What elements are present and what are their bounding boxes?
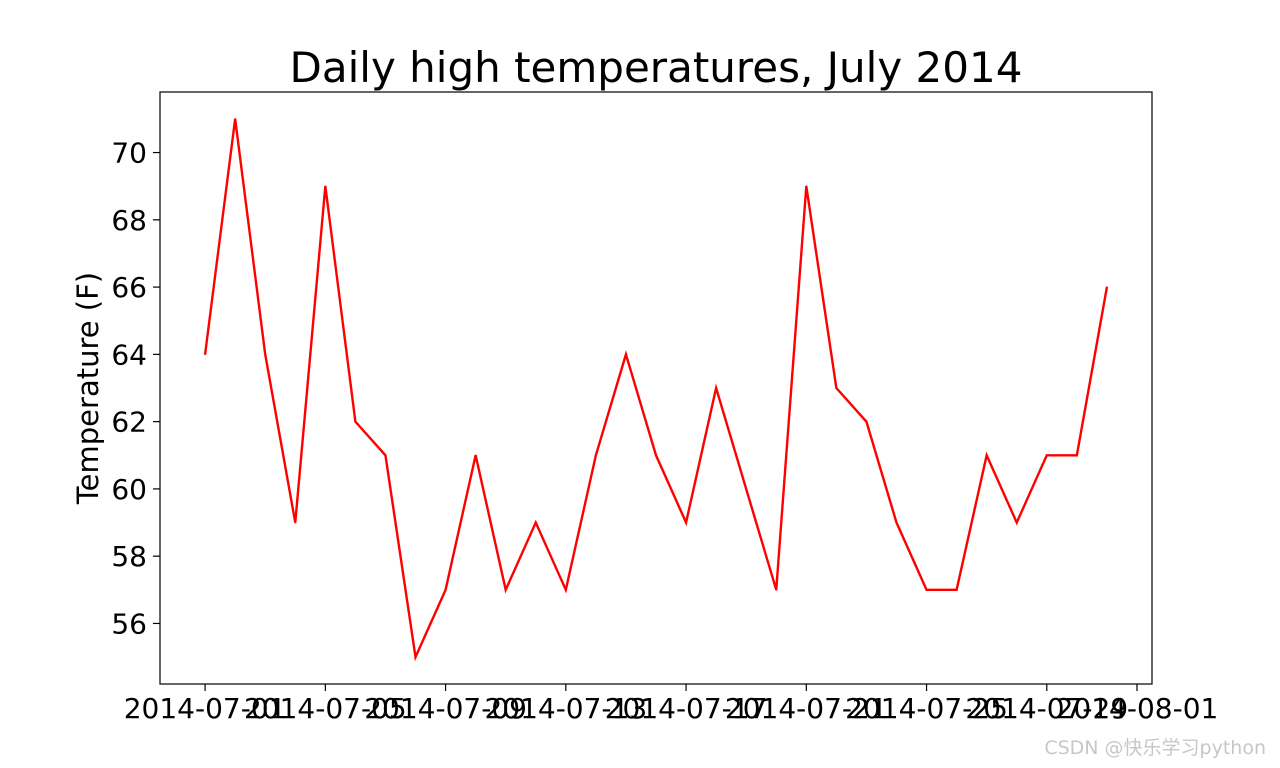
x-tick-label: 2014-07-01 — [124, 692, 287, 725]
data-point — [805, 185, 808, 187]
data-point — [985, 454, 988, 457]
data-point — [354, 420, 357, 423]
x-tick-label: 2014-07-29 — [965, 692, 1128, 725]
x-tick-label: 2014-07-25 — [845, 692, 1008, 725]
data-point — [444, 589, 447, 591]
watermark-text: CSDN @快乐学习python — [1044, 737, 1266, 759]
data-point — [835, 387, 838, 389]
x-tick-label: 2014-08-01 — [1056, 692, 1219, 725]
data-point — [1076, 454, 1078, 457]
data-point — [1045, 454, 1048, 457]
data-point — [895, 521, 898, 524]
x-tick-label: 2014-07-13 — [484, 692, 647, 725]
y-tick-label: 58 — [111, 540, 147, 573]
data-point — [384, 454, 387, 457]
data-point — [504, 589, 507, 591]
x-tick-label: 2014-07-17 — [605, 692, 768, 725]
data-point — [474, 454, 477, 457]
data-point — [865, 420, 868, 423]
data-point — [324, 185, 327, 187]
y-tick-label: 68 — [111, 204, 147, 237]
data-point — [625, 353, 627, 356]
y-tick-label: 60 — [111, 473, 147, 506]
data-point — [414, 656, 417, 658]
data-point — [655, 454, 657, 457]
data-point — [204, 353, 206, 356]
x-tick-label: 2014-07-09 — [364, 692, 527, 725]
y-tick-label: 70 — [111, 137, 147, 170]
x-tick-label: 2014-07-21 — [725, 692, 888, 725]
y-tick-label: 64 — [111, 338, 147, 371]
y-tick-label: 56 — [111, 607, 147, 640]
series-line — [203, 118, 1109, 662]
y-tick-label: 66 — [111, 271, 147, 304]
y-axis-label: Temperature (F) — [71, 272, 105, 505]
y-tick-label: 62 — [111, 406, 147, 439]
data-point — [565, 589, 567, 591]
x-tick-label: 2014-07-05 — [244, 692, 407, 725]
chart-title: Daily high temperatures, July 2014 — [290, 43, 1023, 92]
data-point — [1106, 286, 1108, 288]
plot-area: 56586062646668702014-07-012014-07-052014… — [111, 91, 1219, 725]
data-point — [745, 488, 747, 490]
data-point — [955, 589, 958, 591]
data-point — [715, 387, 717, 389]
data-point — [264, 353, 267, 356]
data-point — [685, 521, 687, 524]
data-point — [595, 454, 597, 457]
plot-frame — [159, 91, 1153, 685]
data-point — [1015, 521, 1018, 524]
data-point — [925, 589, 928, 591]
data-point — [234, 118, 236, 120]
data-point — [775, 589, 778, 591]
data-point — [534, 521, 537, 524]
data-point — [294, 521, 297, 524]
